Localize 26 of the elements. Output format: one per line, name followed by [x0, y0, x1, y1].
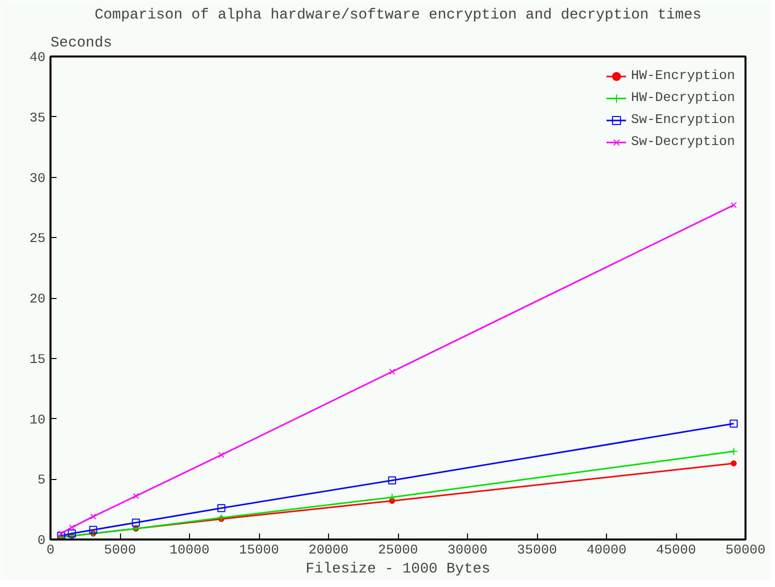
y-tick-label: 0 — [38, 534, 46, 549]
y-tick-label: 40 — [30, 51, 46, 66]
x-tick-label: 40000 — [586, 544, 627, 558]
legend-label: HW-Encryption — [631, 68, 735, 84]
x-tick-label: 10000 — [170, 544, 210, 558]
x-tick-label: 20000 — [308, 544, 349, 558]
y-tick-label: 30 — [30, 172, 46, 187]
y-tick-label: 35 — [30, 111, 46, 126]
x-tick-label: 50000 — [726, 544, 766, 558]
x-tick-label: 25000 — [378, 544, 418, 558]
x-tick-label: 5000 — [104, 544, 136, 558]
x-tick-label: 30000 — [448, 544, 488, 558]
y-tick-label: 5 — [38, 474, 46, 489]
y-tick-label: 25 — [30, 232, 46, 248]
x-tick-label: 35000 — [517, 544, 558, 558]
y-tick-label: 20 — [30, 292, 46, 308]
x-axis-title: Filesize - 1000 Bytes — [306, 562, 490, 578]
chart-title: Comparison of alpha hardware/software encryption and decryption times — [94, 8, 702, 24]
x-tick-label: 15000 — [239, 544, 280, 558]
y-tick-label: 15 — [30, 352, 46, 368]
legend-label: Sw-Decryption — [631, 134, 735, 150]
y-axis-title: Seconds — [50, 36, 112, 52]
legend-label: HW-Decryption — [631, 90, 735, 106]
legend-label: Sw-Encryption — [631, 112, 735, 128]
y-tick-label: 10 — [30, 413, 46, 428]
x-tick-label: 45000 — [656, 544, 696, 558]
